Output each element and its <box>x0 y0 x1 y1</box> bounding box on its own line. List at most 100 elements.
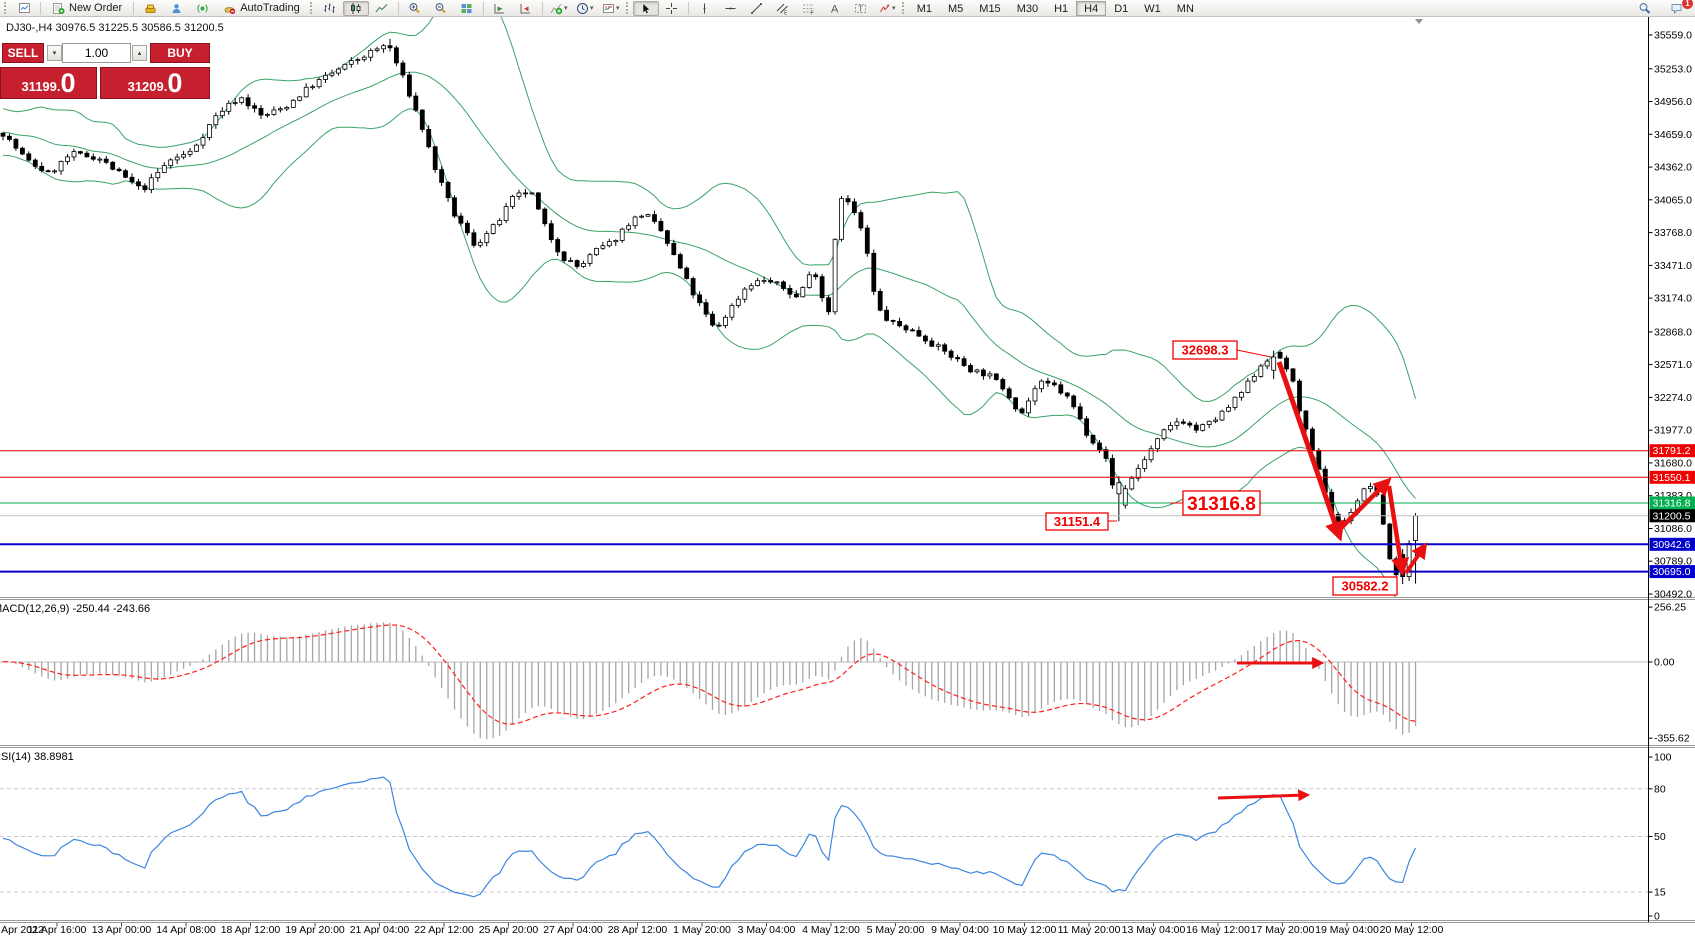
price-annotation-text: 30582.2 <box>1342 579 1389 594</box>
indicators-icon[interactable]: ▾ <box>546 1 572 16</box>
level-price-badge: 31316.8 <box>1649 496 1695 510</box>
zoom-out-icon[interactable] <box>428 1 454 16</box>
price-tick-label: 32571.0 <box>1654 359 1692 371</box>
time-tick-label: 16 May 12:00 <box>1186 924 1250 936</box>
time-tick-label: 13 Apr 00:00 <box>92 924 152 936</box>
templates-icon[interactable]: ▾ <box>598 1 624 16</box>
new-order-button[interactable]: New Order <box>44 1 130 16</box>
trend-arrow <box>1276 361 1345 542</box>
macd-axis-label: 256.25 <box>1654 602 1686 614</box>
price-tick-label: 34065.0 <box>1654 194 1692 206</box>
macd-signal-line <box>2 624 1416 725</box>
price-tick-label: 31680.0 <box>1654 457 1692 469</box>
current-price-badge: 31200.5 <box>1649 509 1695 522</box>
line-chart-icon[interactable] <box>369 1 395 16</box>
rsi-line <box>2 776 1417 898</box>
arrows-icon[interactable]: ▾ <box>874 1 900 16</box>
buy-price[interactable]: 31209. 0 <box>100 67 210 99</box>
time-tick-label: 27 Apr 04:00 <box>543 924 603 936</box>
svg-text:31200.5: 31200.5 <box>1653 510 1691 522</box>
text-icon[interactable]: A <box>822 1 848 16</box>
rsi-axis-label: 100 <box>1654 752 1672 764</box>
autotrading-button-label: AutoTrading <box>240 2 300 14</box>
time-tick-label: 18 Apr 12:00 <box>221 924 281 936</box>
volume-decrease-button[interactable]: ▾ <box>47 45 62 61</box>
price-tick-label: 34956.0 <box>1654 96 1692 108</box>
vertical-line-icon[interactable] <box>692 1 718 16</box>
timeframe-w1[interactable]: W1 <box>1144 2 1161 15</box>
horizontal-line-icon[interactable] <box>718 1 744 16</box>
market-icon[interactable] <box>137 1 163 16</box>
volume-increase-button[interactable]: ▴ <box>132 45 147 61</box>
sell-price-small: 31199. <box>21 79 61 94</box>
buy-button[interactable]: BUY <box>150 43 210 63</box>
timeframe-d1[interactable]: D1 <box>1114 2 1129 15</box>
macd-axis-label: -355.62 <box>1654 733 1690 745</box>
chart-shift-icon[interactable] <box>513 1 539 16</box>
rsi-axis-label: 15 <box>1654 887 1666 899</box>
chart-shift-marker <box>1415 19 1423 24</box>
sell-price-big-digit: 0 <box>60 68 76 98</box>
time-tick-label: 25 Apr 20:00 <box>479 924 539 936</box>
chart-canvas[interactable]: 35559.0 35253.0 34956.0 34659.0 34362.0 34065… <box>0 17 1695 936</box>
news-icon[interactable] <box>189 1 215 16</box>
timeframe-m30[interactable]: M30 <box>1016 2 1039 15</box>
timeframe-m15[interactable]: M15 <box>979 2 1001 15</box>
timeframe-h1[interactable]: H1 <box>1054 2 1069 15</box>
volume-input[interactable] <box>62 43 131 63</box>
tile-windows-icon[interactable] <box>454 1 480 16</box>
time-tick-label: 14 Apr 08:00 <box>156 924 216 936</box>
search-icon[interactable] <box>1631 1 1657 16</box>
periods-icon[interactable]: ▾ <box>572 1 598 16</box>
time-tick-label: 5 May 20:00 <box>867 924 925 936</box>
price-axis[interactable]: 35559.0 35253.0 34956.0 34659.0 34362.0 34065… <box>1648 30 1695 601</box>
level-price-badge: 30695.0 <box>1649 565 1695 578</box>
price-tick-label: 33471.0 <box>1654 260 1692 272</box>
new-chart-icon[interactable] <box>11 1 37 16</box>
svg-text:30695.0: 30695.0 <box>1653 566 1691 578</box>
fibonacci-icon[interactable]: F <box>796 1 822 16</box>
svg-text:F: F <box>811 10 814 15</box>
svg-text:T: T <box>858 4 863 13</box>
community-icon[interactable] <box>163 1 189 16</box>
price-tick-label: 35253.0 <box>1654 63 1692 75</box>
time-tick-label: 21 Apr 04:00 <box>350 924 410 936</box>
timeframe-h4[interactable]: H4 <box>1076 0 1107 16</box>
time-tick-label: 1 May 20:00 <box>673 924 731 936</box>
text-label-icon[interactable]: T <box>848 1 874 16</box>
macd-panel: MACD(12,26,9) -250.44 -243.66 256.25 0.00 -… <box>0 602 1690 745</box>
time-tick-label: 22 Apr 12:00 <box>414 924 474 936</box>
timeframe-m1[interactable]: M1 <box>916 2 932 15</box>
svg-text:A: A <box>831 3 839 15</box>
notification-badge: 1 <box>1682 0 1693 9</box>
toolbar-grip <box>4 2 8 14</box>
trend-arrow <box>1404 542 1428 575</box>
candlestick-chart-icon[interactable] <box>342 0 369 16</box>
sell-button[interactable]: SELL <box>2 43 44 63</box>
timeframe-m5[interactable]: M5 <box>948 2 964 15</box>
buy-price-big-digit: 0 <box>167 68 183 98</box>
autotrading-button[interactable]: AutoTrading <box>215 1 308 16</box>
sell-price[interactable]: 31199. 0 <box>0 67 97 99</box>
price-tick-label: 30492.0 <box>1654 588 1692 600</box>
price-annotation-box <box>1045 512 1109 531</box>
crosshair-icon[interactable] <box>659 1 685 16</box>
trendline-icon[interactable] <box>744 1 770 16</box>
timeframe-mn[interactable]: MN <box>1176 2 1194 15</box>
chart-window[interactable]: 35559.0 35253.0 34956.0 34659.0 34362.0 34065… <box>0 17 1695 936</box>
notifications-icon[interactable]: 1 <box>1663 0 1693 16</box>
bar-chart-icon[interactable] <box>317 1 343 16</box>
toolbar-grip <box>625 2 630 14</box>
svg-text:30942.6: 30942.6 <box>1653 539 1691 551</box>
equidistant-channel-icon[interactable]: E <box>770 1 796 16</box>
cursor-icon[interactable] <box>632 0 659 16</box>
auto-scroll-icon[interactable] <box>487 1 513 16</box>
rsi-axis-label: 0 <box>1654 911 1660 923</box>
price-tick-label: 34659.0 <box>1654 129 1692 141</box>
candles-layer <box>0 38 1418 584</box>
svg-text:31550.1: 31550.1 <box>1653 472 1691 484</box>
price-levels <box>0 450 1648 573</box>
zoom-in-icon[interactable] <box>402 1 428 16</box>
price-tick-label: 33174.0 <box>1654 293 1692 305</box>
